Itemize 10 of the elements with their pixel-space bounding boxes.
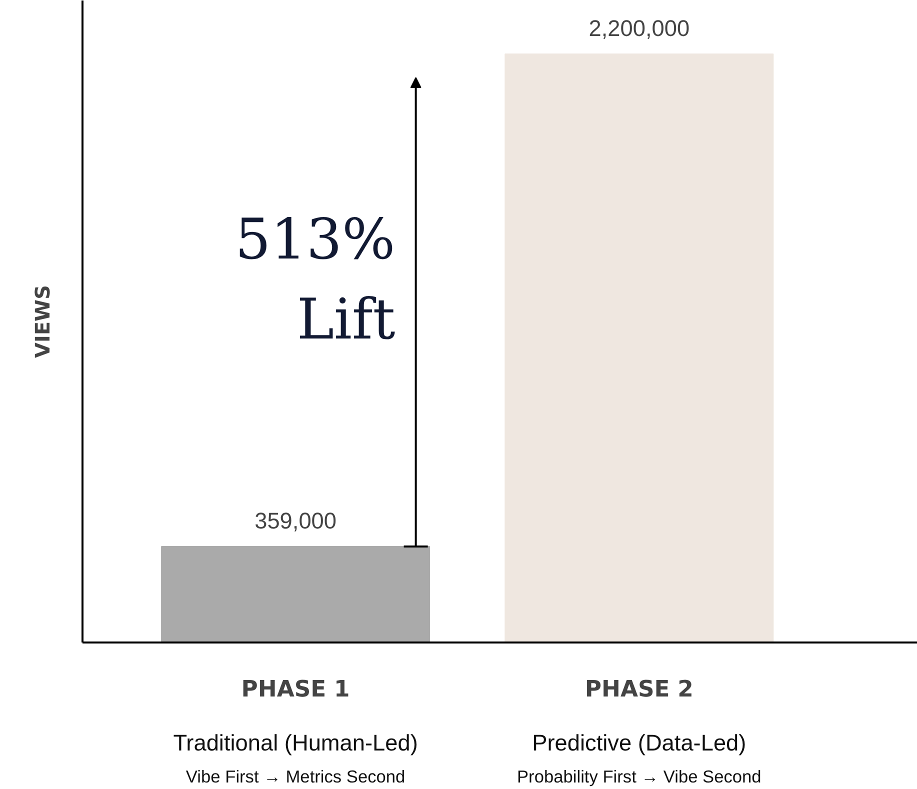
x-tick-label: PHASE 1 — [241, 676, 350, 702]
data-label: 2,200,000 — [588, 15, 690, 41]
text: Vibe First → Metrics Second — [186, 766, 406, 786]
text: Predictive (Data-Led) — [532, 730, 746, 756]
x-tick-label: PHASE 2 — [584, 676, 694, 702]
annotation: 513% Lift — [235, 208, 396, 353]
text: Probability First → Vibe Second — [517, 766, 762, 786]
text: Traditional (Human-Led) — [173, 730, 418, 756]
data-label: 359,000 — [254, 507, 337, 534]
y-axis-title: VIEWS — [30, 284, 54, 358]
